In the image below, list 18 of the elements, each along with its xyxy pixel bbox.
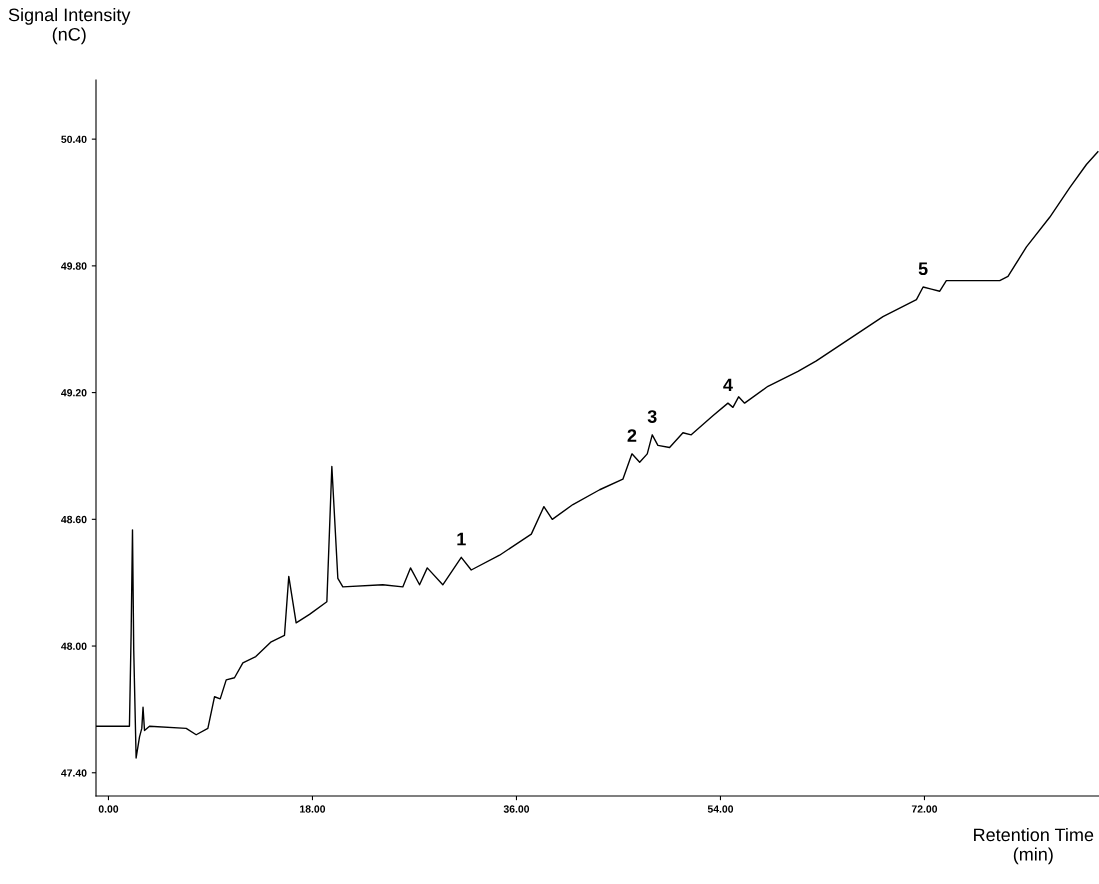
x-tick-label: 72.00 xyxy=(911,805,938,813)
x-axis-title: Retention Time (min) xyxy=(974,828,1094,865)
annotation: 1 xyxy=(457,532,466,546)
annotation: 4 xyxy=(723,378,733,392)
annotation: 5 xyxy=(918,262,928,276)
x-tick-label: 18.00 xyxy=(300,805,326,813)
y-tick-label: 49.80 xyxy=(61,262,87,270)
x-tick-label: 36.00 xyxy=(503,805,530,813)
x-tick-label: 54.00 xyxy=(707,805,734,813)
y-tick-label: 50.40 xyxy=(61,135,87,144)
annotation: 2 xyxy=(627,429,637,442)
y-tick-label: 48.00 xyxy=(61,642,87,650)
y-tick-label: 48.60 xyxy=(61,515,87,524)
y-axis-title: Signal Intensity (nC) xyxy=(8,8,131,45)
x-tick-label: 0.00 xyxy=(98,805,119,813)
y-tick-label: 47.40 xyxy=(61,769,87,777)
annotation: 3 xyxy=(647,410,657,423)
y-tick-label: 49.20 xyxy=(61,389,87,397)
